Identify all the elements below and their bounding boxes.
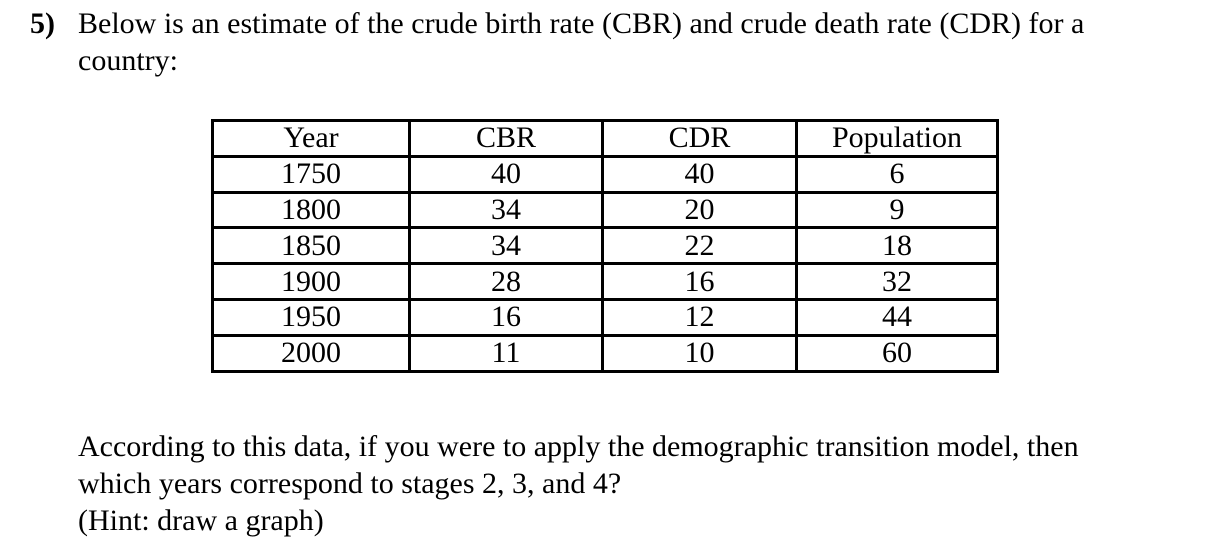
cell-population: 18	[795, 226, 999, 266]
question-intro: Below is an estimate of the crude birth …	[78, 5, 1084, 79]
table-row: 1750 40 40 6	[211, 154, 999, 194]
cell-year: 1900	[211, 262, 411, 301]
table-row: 1850 34 22 18	[211, 226, 999, 266]
table-header-cbr: CBR	[408, 119, 604, 158]
question-prompt-line-1: According to this data, if you were to a…	[78, 430, 1079, 463]
cell-cbr: 28	[408, 262, 604, 301]
cell-population: 60	[795, 333, 999, 373]
table-header-year: Year	[211, 119, 411, 158]
cbr-cdr-population-table: Year CBR CDR Population 1750 40 40 6 180…	[211, 119, 999, 373]
question-intro-line-1: Below is an estimate of the crude birth …	[78, 7, 1085, 40]
cell-cdr: 10	[601, 333, 798, 373]
cell-cdr: 16	[601, 262, 798, 301]
cell-population: 32	[795, 262, 999, 301]
cell-year: 1950	[211, 297, 411, 337]
cell-population: 9	[795, 190, 999, 230]
question-prompt-hint: (Hint: draw a graph)	[78, 504, 324, 537]
table-row: 1950 16 12 44	[211, 297, 999, 337]
table-row: 1800 34 20 9	[211, 190, 999, 230]
cell-year: 1800	[211, 190, 411, 230]
cell-cdr: 12	[601, 297, 798, 337]
cell-cbr: 11	[408, 333, 604, 373]
table-header-population: Population	[795, 119, 999, 158]
table-header-cdr: CDR	[601, 119, 798, 158]
cell-cdr: 40	[601, 154, 798, 194]
cell-cbr: 34	[408, 226, 604, 266]
table-header-row: Year CBR CDR Population	[211, 119, 999, 158]
cell-year: 1850	[211, 226, 411, 266]
cell-year: 2000	[211, 333, 411, 373]
question-intro-line-2: country:	[78, 44, 178, 77]
cell-cbr: 34	[408, 190, 604, 230]
cell-cdr: 20	[601, 190, 798, 230]
cell-population: 6	[795, 154, 999, 194]
question-prompt-line-2: which years correspond to stages 2, 3, a…	[78, 467, 622, 500]
question-number: 5)	[30, 7, 55, 40]
question-prompt: According to this data, if you were to a…	[78, 428, 1079, 539]
table-row: 2000 11 10 60	[211, 333, 999, 373]
cell-year: 1750	[211, 154, 411, 194]
cell-cbr: 16	[408, 297, 604, 337]
cell-population: 44	[795, 297, 999, 337]
table-row: 1900 28 16 32	[211, 262, 999, 301]
cell-cbr: 40	[408, 154, 604, 194]
cell-cdr: 22	[601, 226, 798, 266]
